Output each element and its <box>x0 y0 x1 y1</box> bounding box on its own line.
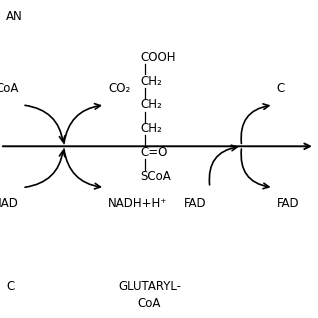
Text: COOH: COOH <box>140 51 176 64</box>
Text: FAD: FAD <box>277 197 299 210</box>
Text: SCoA: SCoA <box>140 170 171 183</box>
Text: AN: AN <box>6 10 23 23</box>
Text: CoA: CoA <box>138 297 161 310</box>
Text: C: C <box>277 82 285 95</box>
Text: C: C <box>6 280 15 293</box>
Text: CH₂: CH₂ <box>140 122 162 135</box>
Text: CO₂: CO₂ <box>108 82 130 95</box>
Text: C=O: C=O <box>140 146 167 159</box>
Text: GLUTARYL-: GLUTARYL- <box>118 280 181 293</box>
Text: NADH+H⁺: NADH+H⁺ <box>108 197 168 210</box>
Text: CH₂: CH₂ <box>140 99 162 111</box>
Text: FAD: FAD <box>184 197 207 210</box>
Text: CoA: CoA <box>0 82 19 95</box>
Text: CH₂: CH₂ <box>140 75 162 87</box>
Text: NAD: NAD <box>0 197 19 210</box>
